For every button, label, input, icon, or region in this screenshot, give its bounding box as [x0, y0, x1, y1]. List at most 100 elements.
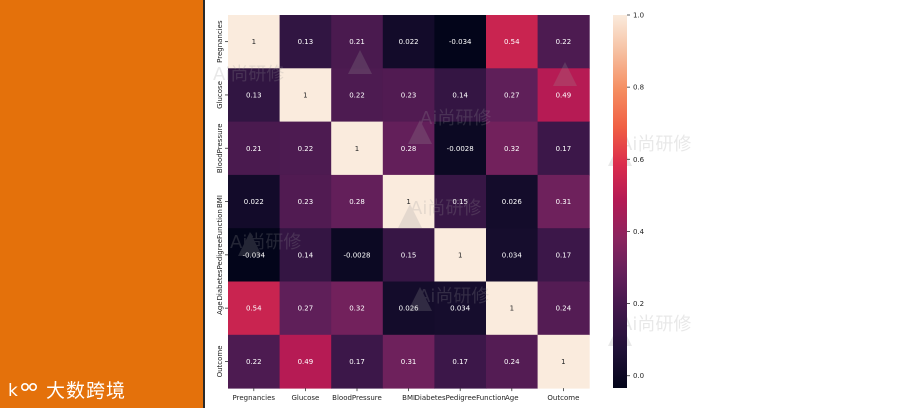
cell-value-label: 0.27: [298, 305, 314, 313]
heatmap-cell: [279, 174, 332, 229]
cell-value-label: 1: [303, 91, 307, 99]
heatmap-cell: [382, 68, 435, 123]
sidebar-panel: [0, 0, 203, 408]
heatmap-cell: [228, 228, 281, 282]
heatmap-cell: [486, 174, 539, 229]
heatmap-cell: [279, 334, 332, 389]
y-tick-label: DiabetesPedigreeFunction: [216, 209, 224, 300]
brand-name: 大数跨境: [46, 380, 127, 402]
x-tick-label: Glucose: [291, 394, 319, 402]
brand-logo: k 大数跨境: [8, 376, 126, 403]
cell-value-label: 1: [406, 198, 410, 206]
heatmap-cell: [331, 15, 384, 69]
heatmap-cell: [279, 68, 332, 123]
heatmap-cell: [537, 281, 590, 336]
cell-value-label: 0.24: [504, 358, 520, 366]
x-tick-label: Pregnancies: [233, 394, 276, 402]
cell-value-label: 0.32: [504, 145, 520, 153]
heatmap-cell: [331, 174, 384, 229]
heatmap-cell: [228, 15, 281, 69]
heatmap-cell: [382, 121, 435, 176]
cell-value-label: 0.17: [556, 145, 572, 153]
heatmap-cell: [537, 334, 590, 389]
y-tick-label: Age: [216, 301, 224, 315]
heatmap-cell: [486, 68, 539, 123]
cell-value-label: 0.31: [401, 358, 417, 366]
y-axis-ticks: Pregnancies Glucose BloodPressure BMIDiabet…: [216, 20, 228, 377]
x-tick-label: Age: [505, 394, 519, 402]
cell-value-label: 0.026: [502, 198, 523, 206]
cell-value-label: 0.14: [298, 251, 314, 259]
watermark-text: Ai尚研修: [418, 286, 489, 307]
heatmap-cell: [228, 174, 281, 229]
watermark-text: Ai尚研修: [410, 198, 481, 219]
cell-value-label: 0.21: [246, 145, 262, 153]
watermark-text: Ai尚研修: [420, 108, 491, 129]
x-tick-label: BloodPressure: [332, 394, 382, 402]
heatmap-cell: [331, 281, 384, 336]
cell-value-label: 0.022: [399, 38, 419, 46]
colorbar-tick-label: 0.8: [633, 84, 644, 92]
colorbar-tick-label: 1.0: [633, 12, 644, 20]
heatmap-cell: [486, 228, 539, 282]
heatmap-cell: [537, 15, 590, 69]
cell-value-label: 1: [561, 358, 565, 366]
watermark-triangle: [553, 62, 577, 86]
heatmap-cell: [279, 15, 332, 69]
heatmap-cell: [382, 15, 435, 69]
heatmap-cell: [537, 121, 590, 176]
cell-value-label: 1: [355, 145, 359, 153]
colorbar-tick-label: 0.0: [633, 372, 644, 380]
cell-value-label: 0.17: [452, 358, 468, 366]
heatmap-cell: [537, 228, 590, 282]
colorbar-tick-label: 0.4: [633, 228, 645, 236]
cell-value-label: 0.49: [298, 358, 314, 366]
heatmap-cell: [434, 121, 487, 176]
heatmap-cell: [331, 121, 384, 176]
y-tick-label: BMI: [216, 195, 224, 208]
cell-value-label: 0.15: [401, 251, 417, 259]
watermark-triangle: [398, 204, 422, 228]
heatmap-cell: [486, 121, 539, 176]
cell-value-label: 0.23: [298, 198, 314, 206]
cell-value-label: 0.022: [244, 198, 264, 206]
heatmap-cell: [279, 121, 332, 176]
brand-mark-icon: k: [8, 381, 37, 400]
watermark-text: Ai尚研修: [213, 64, 284, 85]
cell-value-label: 1: [252, 38, 256, 46]
cell-value-label: 0.54: [504, 38, 520, 46]
heatmap-cell: [486, 15, 539, 69]
cell-value-label: 0.13: [298, 38, 314, 46]
heatmap-cell: [537, 174, 590, 229]
heatmap-cell: [486, 281, 539, 336]
heatmap-cell: [434, 174, 487, 229]
heatmap-cell: [382, 228, 435, 282]
heatmap-cells: 1 0.13 0.21 0.022 -0.034 0.54 0.22 0.13 1 0.22 0.2…: [228, 15, 590, 389]
heatmap-cell: [434, 68, 487, 123]
svg-text:k: k: [8, 381, 18, 400]
watermark-text: Ai尚研修: [230, 232, 301, 253]
cell-value-label: 0.026: [399, 305, 420, 313]
cell-value-label: 0.28: [401, 145, 417, 153]
watermark-triangle: [238, 232, 262, 256]
y-tick-label: Glucose: [216, 81, 224, 109]
cell-value-label: 0.14: [452, 91, 468, 99]
cell-value-label: 0.31: [556, 198, 572, 206]
colorbar-tick-label: 0.2: [633, 300, 644, 308]
x-axis-ticks: Pregnancies Glucose BloodPressure BMI Diabet…: [233, 388, 579, 402]
cell-value-label: 0.22: [298, 145, 314, 153]
heatmap-cell: [434, 228, 487, 282]
cell-value-label: 0.22: [556, 38, 572, 46]
heatmap-cell: [382, 174, 435, 229]
cell-value-label: -0.0028: [447, 145, 474, 153]
colorbar-tick-label: 0.6: [633, 156, 645, 164]
heatmap-cell: [382, 281, 435, 336]
cell-value-label: 0.54: [246, 305, 262, 313]
heatmap-cell: [434, 334, 487, 389]
cell-value-label: -0.0028: [343, 251, 370, 259]
heatmap-cell: [228, 121, 281, 176]
cell-value-label: 0.22: [246, 358, 262, 366]
cell-value-label: 0.13: [246, 91, 262, 99]
cell-value-label: 1: [510, 305, 514, 313]
